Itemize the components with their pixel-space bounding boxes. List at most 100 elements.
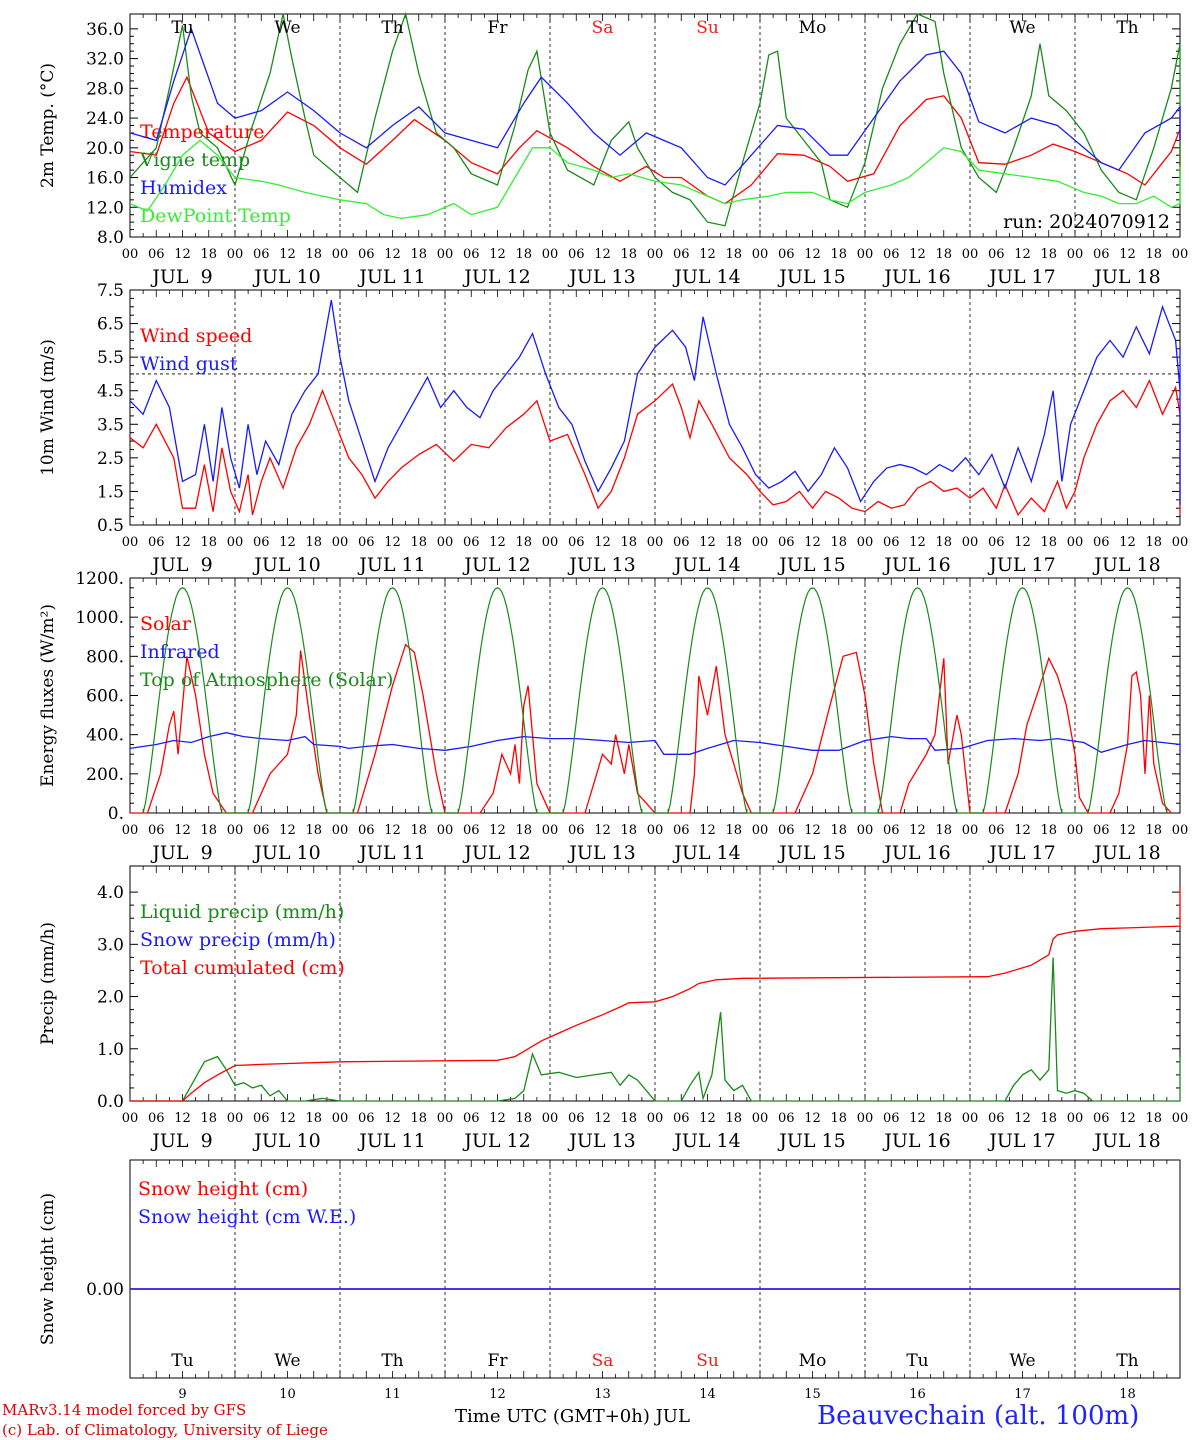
y-tick-label: 24.0 (86, 109, 124, 129)
y-tick-label: 800. (86, 647, 124, 667)
day-number: 14 (699, 1387, 716, 1402)
hour-tick-label: 18 (1145, 535, 1162, 550)
hour-tick-label: 00 (332, 823, 349, 838)
weekday-label: Mo (799, 1351, 827, 1371)
hour-tick-label: 00 (122, 247, 139, 262)
hour-tick-label: 06 (673, 535, 690, 550)
hour-tick-label: 18 (1040, 247, 1057, 262)
hour-tick-label: 18 (725, 247, 742, 262)
y-tick-label: 7.5 (97, 281, 124, 301)
date-label: JUL 18 (1092, 842, 1160, 864)
hour-tick-label: 00 (1172, 823, 1189, 838)
hour-tick-label: 12 (1119, 823, 1136, 838)
weekday-label: Mo (799, 18, 827, 38)
weekday-label: Th (1116, 1351, 1138, 1371)
date-label: JUL 11 (357, 842, 425, 864)
legend-entry: Top of Atmosphere (Solar) (140, 669, 393, 691)
hour-tick-label: 06 (148, 247, 165, 262)
date-label: JUL 14 (672, 842, 740, 864)
hour-tick-label: 12 (489, 247, 506, 262)
hour-tick-label: 18 (725, 823, 742, 838)
date-label: JUL 11 (357, 554, 425, 576)
hour-tick-label: 12 (1014, 535, 1031, 550)
y-tick-label: 1.5 (97, 482, 124, 502)
panel-precipitation: 0.0 1.0 2.0 3.0 4.0 Precip (mm/h) Liquid preci… (38, 865, 1189, 1152)
hour-tick-label: 00 (752, 823, 769, 838)
credits: MARv3.14 model forced by GFS (c) Lab. of… (2, 1400, 328, 1440)
y-axis-title: Energy fluxes (W/m²) (38, 604, 58, 787)
legend-entry: Solar (140, 613, 192, 635)
hour-tick-label: 00 (857, 1111, 874, 1126)
date-label: JUL 17 (987, 554, 1055, 576)
hour-tick-label: 18 (200, 823, 217, 838)
date-label: JUL 13 (567, 554, 635, 576)
series-line-0 (129, 75, 1181, 205)
series-line-0 (130, 643, 1172, 814)
hour-tick-label: 06 (673, 823, 690, 838)
date-label: JUL 12 (462, 842, 530, 864)
hour-tick-label: 06 (988, 1111, 1005, 1126)
hour-tick-label: 00 (1172, 1111, 1189, 1126)
weekday-label: Fr (488, 1351, 509, 1371)
day-number: 10 (279, 1387, 296, 1402)
hour-tick-label: 12 (594, 1111, 611, 1126)
hour-tick-label: 06 (883, 1111, 900, 1126)
y-tick-label: 8.0 (97, 228, 124, 248)
y-tick-label: 12.0 (86, 198, 124, 218)
hour-tick-label: 00 (227, 535, 244, 550)
date-label: JUL 13 (567, 266, 635, 288)
hour-tick-label: 12 (279, 247, 296, 262)
y-axis-title: Precip (mm/h) (38, 922, 58, 1045)
hour-tick-label: 00 (647, 535, 664, 550)
hour-tick-label: 00 (437, 535, 454, 550)
weekday-label: Th (1116, 18, 1138, 38)
date-label: JUL 17 (987, 842, 1055, 864)
date-label: JUL 13 (567, 1130, 635, 1152)
y-tick-label: 32.0 (86, 50, 124, 70)
hour-tick-label: 18 (1145, 1111, 1162, 1126)
hour-tick-label: 06 (778, 823, 795, 838)
hour-tick-label: 06 (148, 1111, 165, 1126)
hour-tick-label: 00 (752, 247, 769, 262)
date-label: JUL 18 (1092, 1130, 1160, 1152)
y-tick-label: 4.0 (97, 883, 124, 903)
hour-tick-label: 00 (647, 823, 664, 838)
hour-tick-label: 00 (542, 823, 559, 838)
date-label: JUL 14 (672, 554, 740, 576)
hour-tick-label: 06 (778, 535, 795, 550)
y-axis-title: 10m Wind (m/s) (38, 339, 58, 476)
hour-tick-label: 00 (647, 247, 664, 262)
y-tick-label: 0.5 (97, 516, 124, 536)
hour-tick-label: 00 (647, 1111, 664, 1126)
date-label: JUL 9 (150, 554, 212, 576)
panel-snow-height: 0.00 Snow height (cm) Snow height (cm) Snow… (38, 1159, 1181, 1379)
hour-tick-label: 00 (227, 247, 244, 262)
hour-tick-label: 06 (883, 247, 900, 262)
hour-tick-label: 18 (1145, 823, 1162, 838)
hour-tick-label: 18 (200, 247, 217, 262)
hour-tick-label: 06 (463, 247, 480, 262)
hour-tick-label: 18 (830, 247, 847, 262)
hour-tick-label: 18 (620, 247, 637, 262)
hour-tick-label: 00 (122, 823, 139, 838)
hour-tick-label: 06 (253, 535, 270, 550)
hour-tick-label: 00 (1172, 535, 1189, 550)
date-label: JUL 10 (252, 842, 320, 864)
hour-tick-label: 00 (857, 535, 874, 550)
hour-tick-label: 12 (174, 1111, 191, 1126)
legend-entry: Infrared (140, 641, 220, 663)
y-tick-label: 3.5 (97, 415, 124, 435)
date-label: JUL 11 (357, 1130, 425, 1152)
hour-tick-label: 06 (988, 535, 1005, 550)
y-tick-label: 20.0 (86, 139, 124, 159)
date-label: JUL 18 (1092, 266, 1160, 288)
y-tick-label: 2.5 (97, 449, 124, 469)
hour-tick-label: 18 (305, 1111, 322, 1126)
hour-tick-label: 18 (1040, 823, 1057, 838)
y-tick-label: 1200. (75, 569, 124, 589)
weekday-label: Su (696, 1351, 719, 1371)
legend-entry: Snow precip (mm/h) (140, 929, 336, 951)
hour-tick-label: 00 (437, 1111, 454, 1126)
credit-model: MARv3.14 model forced by GFS (2, 1401, 247, 1419)
weekday-label: Tu (906, 18, 928, 38)
